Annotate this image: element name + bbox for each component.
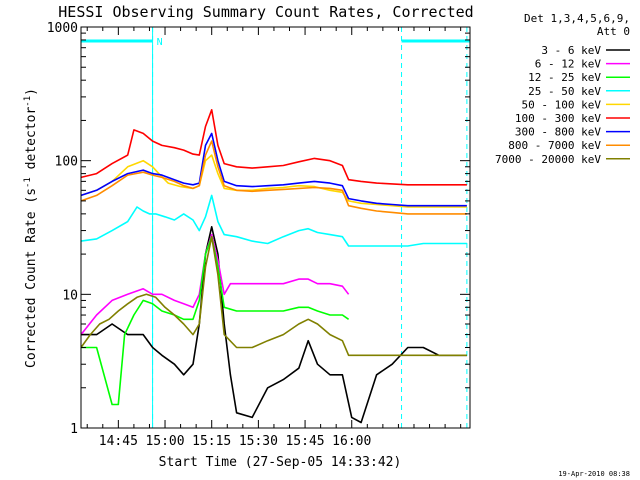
series-line-6 — [80, 109, 467, 186]
legend-entry-label: 7000 - 20000 keV — [495, 153, 601, 166]
legend-entry-label: 100 - 300 keV — [515, 112, 601, 125]
legend-entry-label: 50 - 100 keV — [522, 98, 602, 111]
x-tick-label: 15:15 — [192, 434, 231, 449]
chart-title: HESSI Observing Summary Count Rates, Cor… — [58, 3, 473, 21]
x-tick-label: 16:00 — [332, 434, 371, 449]
y-axis-label: Corrected Count Rate (s-1 detector-1) — [23, 88, 39, 368]
series-line-1 — [81, 226, 467, 424]
legend-entry-label: 6 - 12 keV — [535, 58, 602, 71]
x-tick-label: 15:45 — [285, 434, 324, 449]
legend-entry-label: 3 - 6 keV — [541, 44, 601, 57]
y-tick-label: 1 — [70, 422, 78, 437]
y-tick-label: 100 — [55, 155, 78, 170]
y-tick-label: 10 — [62, 288, 78, 303]
plot-frame — [80, 26, 471, 429]
series-line-4 — [80, 194, 467, 247]
x-tick-label: 15:00 — [145, 434, 184, 449]
series-line-7 — [80, 132, 467, 207]
series-line-9 — [80, 235, 467, 357]
y-axis-ticks: 1 10 100 1000 — [47, 21, 470, 437]
legend-header-line-2: Att 0 — [597, 25, 630, 38]
series-line-5 — [80, 154, 467, 208]
plot-annotations: N — [81, 27, 471, 428]
y-tick-label: 1000 — [47, 21, 78, 36]
x-tick-label: 14:45 — [99, 434, 138, 449]
series-line-3 — [81, 235, 350, 406]
x-tick-label: 15:30 — [239, 434, 278, 449]
legend-header-line-1: Det 1,3,4,5,6,9, — [524, 12, 630, 25]
series-line-8 — [80, 140, 467, 215]
x-axis-label: Start Time (27-Sep-05 14:33:42) — [159, 455, 402, 470]
series-lines — [80, 109, 467, 424]
x-axis-ticks: 14:45 15:00 15:15 15:30 15:45 16:00 — [86, 27, 462, 449]
legend-entry-label: 12 - 25 keV — [528, 71, 601, 84]
legend-entry-label: 25 - 50 keV — [528, 85, 601, 98]
legend-entry-label: 300 - 800 keV — [515, 126, 601, 139]
series-line-2 — [80, 233, 350, 336]
legend-entry-label: 800 - 7000 keV — [508, 139, 601, 152]
generation-timestamp: 19-Apr-2010 08:38 — [558, 470, 630, 478]
night-label: N — [157, 37, 163, 48]
